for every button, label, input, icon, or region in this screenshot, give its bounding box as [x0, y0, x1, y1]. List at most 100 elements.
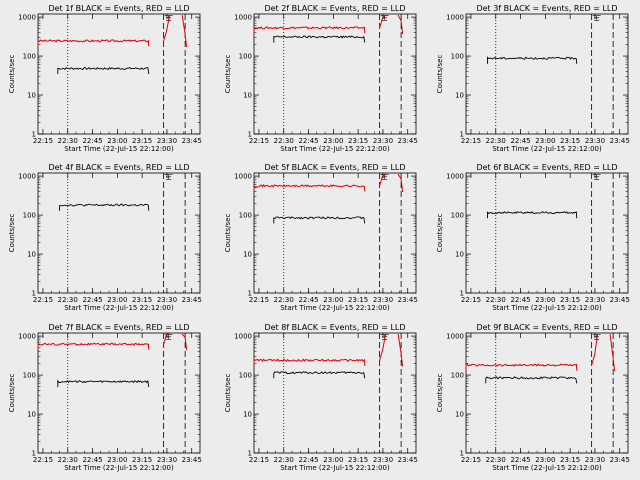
plot-frame	[465, 332, 629, 454]
panel-det-4f: Det 4f BLACK = Events, RED = LLD 1 10 100 10…	[8, 163, 202, 312]
x-axis-label: Start Time (22-Jul-15 22:12:00)	[280, 304, 390, 312]
panel-title: Det 8f BLACK = Events, RED = LLD	[264, 323, 405, 332]
y-tick-label: 1000	[234, 14, 252, 22]
x-tick-label: 23:45	[398, 456, 418, 464]
x-tick-label: 23:15	[132, 296, 152, 304]
y-tick-label: 1000	[18, 14, 36, 22]
y-tick-label: 100	[239, 372, 252, 380]
lld-series-line	[37, 14, 188, 47]
y-axis-label: Counts/sec	[8, 374, 16, 413]
x-tick-label: 23:30	[585, 137, 605, 145]
y-tick-label: 1	[248, 131, 252, 139]
x-tick-label: 23:15	[560, 137, 580, 145]
panel-title: Det 6f BLACK = Events, RED = LLD	[476, 163, 617, 172]
y-tick-label: 1	[32, 131, 36, 139]
x-tick-label: 23:45	[398, 137, 418, 145]
y-tick-label: 100	[451, 372, 464, 380]
x-tick-label: 22:30	[58, 456, 78, 464]
x-tick-label: 22:15	[249, 456, 269, 464]
y-tick-label: 100	[451, 53, 464, 61]
y-tick-label: 10	[243, 411, 252, 419]
x-tick-label: 23:30	[585, 456, 605, 464]
x-tick-label: 23:15	[560, 296, 580, 304]
panel-title: Det 3f BLACK = Events, RED = LLD	[476, 4, 617, 13]
x-tick-label: 22:15	[33, 296, 53, 304]
panel-det-5f: Det 5f BLACK = Events, RED = LLD 1 10 100 10…	[224, 163, 418, 312]
x-tick-label: 22:15	[461, 456, 481, 464]
x-tick-label: 23:30	[585, 296, 605, 304]
y-tick-label: 1000	[18, 173, 36, 181]
y-tick-label: 1000	[446, 173, 464, 181]
panel-det-7f: Det 7f BLACK = Events, RED = LLD 1 10 100 10…	[8, 323, 202, 472]
y-tick-label: 1	[32, 290, 36, 298]
x-tick-label: 23:30	[157, 296, 177, 304]
x-tick-label: 22:15	[461, 296, 481, 304]
x-tick-label: 22:45	[510, 456, 530, 464]
y-tick-label: 1	[32, 450, 36, 458]
y-tick-label: 1000	[446, 14, 464, 22]
x-tick-label: 22:30	[274, 456, 294, 464]
x-tick-label: 23:45	[398, 296, 418, 304]
x-tick-label: 22:30	[274, 296, 294, 304]
x-tick-label: 22:30	[274, 137, 294, 145]
events-series-line	[57, 379, 150, 388]
y-tick-label: 100	[239, 53, 252, 61]
panel-det-6f: Det 6f BLACK = Events, RED = LLD 1 10 100 10…	[436, 163, 630, 312]
x-tick-label: 23:45	[610, 137, 630, 145]
events-series-line	[273, 35, 366, 43]
x-tick-label: 22:15	[249, 137, 269, 145]
y-tick-label: 100	[23, 372, 36, 380]
x-tick-label: 23:15	[560, 456, 580, 464]
x-tick-label: 23:45	[610, 296, 630, 304]
x-tick-label: 22:45	[82, 137, 102, 145]
x-tick-label: 23:45	[182, 137, 202, 145]
plot-frame	[465, 13, 629, 135]
panel-title: Det 5f BLACK = Events, RED = LLD	[264, 163, 405, 172]
y-axis-label: Counts/sec	[8, 214, 16, 253]
y-tick-label: 1	[460, 131, 464, 139]
plot-frame	[37, 172, 201, 294]
x-tick-label: 22:45	[82, 296, 102, 304]
y-tick-label: 10	[243, 251, 252, 259]
plot-frame	[253, 13, 417, 135]
events-series-line	[487, 56, 578, 64]
pm-symbol: ±	[593, 173, 600, 182]
x-axis-label: Start Time (22-Jul-15 22:12:00)	[492, 304, 602, 312]
x-axis-label: Start Time (22-Jul-15 22:12:00)	[280, 464, 390, 472]
x-axis-label: Start Time (22-Jul-15 22:12:00)	[64, 304, 174, 312]
y-tick-label: 100	[239, 212, 252, 220]
x-tick-label: 22:15	[461, 137, 481, 145]
panel-title: Det 2f BLACK = Events, RED = LLD	[264, 4, 405, 13]
panel-det-3f: Det 3f BLACK = Events, RED = LLD 1 10 100 10…	[436, 4, 630, 153]
y-axis-label: Counts/sec	[224, 55, 232, 94]
x-tick-label: 22:45	[298, 137, 318, 145]
lld-series-line	[253, 173, 404, 192]
panel-title: Det 7f BLACK = Events, RED = LLD	[48, 323, 189, 332]
x-tick-label: 23:15	[348, 456, 368, 464]
y-tick-label: 10	[455, 251, 464, 259]
x-tick-label: 22:15	[249, 296, 269, 304]
events-series-line	[273, 216, 366, 224]
x-tick-label: 23:15	[132, 137, 152, 145]
y-tick-label: 1	[460, 450, 464, 458]
x-tick-label: 23:00	[107, 296, 127, 304]
x-tick-label: 22:45	[510, 296, 530, 304]
y-axis-label: Counts/sec	[436, 55, 444, 94]
x-tick-label: 22:15	[33, 456, 53, 464]
y-tick-label: 100	[23, 212, 36, 220]
x-tick-label: 23:00	[107, 456, 127, 464]
x-tick-label: 22:45	[510, 137, 530, 145]
x-tick-label: 23:00	[323, 456, 343, 464]
pm-symbol: ±	[381, 173, 388, 182]
y-tick-label: 100	[451, 212, 464, 220]
x-tick-label: 23:15	[132, 456, 152, 464]
x-tick-label: 23:30	[373, 296, 393, 304]
x-tick-label: 23:45	[610, 456, 630, 464]
x-tick-label: 23:00	[535, 456, 555, 464]
y-tick-label: 10	[27, 92, 36, 100]
x-tick-label: 22:30	[58, 137, 78, 145]
events-series-line	[59, 203, 150, 211]
x-tick-label: 23:00	[323, 137, 343, 145]
x-tick-label: 23:00	[323, 296, 343, 304]
